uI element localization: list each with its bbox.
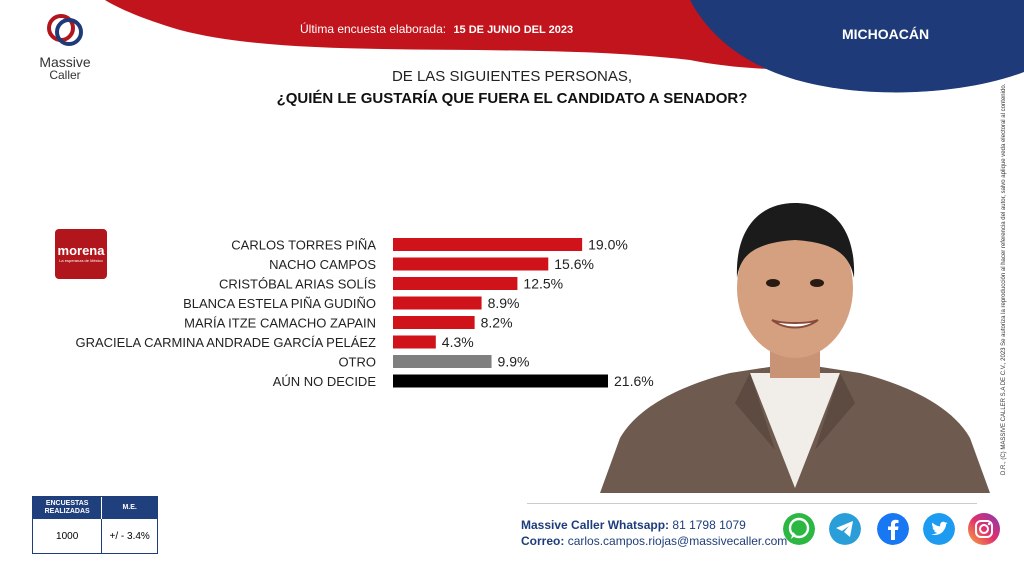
category-label: NACHO CAMPOS — [269, 257, 376, 272]
value-label: 12.5% — [523, 276, 563, 292]
candidate-photo — [600, 203, 990, 493]
value-label: 8.9% — [488, 295, 520, 311]
value-label: 15.6% — [554, 256, 594, 272]
bar — [393, 238, 583, 251]
facebook-icon[interactable] — [877, 513, 909, 545]
category-label: MARÍA ITZE CAMACHO ZAPAIN — [184, 316, 376, 331]
category-label: CARLOS TORRES PIÑA — [231, 238, 376, 253]
last-survey-label: Última encuesta elaborada: — [300, 22, 447, 36]
morena-tagline: La esperanza de México — [59, 258, 103, 263]
email-address[interactable]: carlos.campos.riojas@massivecaller.com — [567, 534, 788, 548]
contact-divider — [527, 503, 977, 504]
massive-caller-logo: Massive Caller — [30, 12, 100, 81]
value-label: 19.0% — [588, 237, 628, 253]
brand-line2: Caller — [49, 68, 81, 82]
bar — [393, 355, 492, 368]
bar — [393, 335, 436, 349]
bar — [393, 374, 608, 388]
email-label: Correo: — [521, 534, 565, 548]
twitter-icon[interactable] — [923, 513, 955, 545]
logo-icon — [47, 14, 83, 46]
category-label: BLANCA ESTELA PIÑA GUDIÑO — [183, 296, 376, 311]
whatsapp-icon[interactable] — [783, 513, 815, 545]
header-banner — [105, 0, 1024, 93]
value-label: 8.2% — [481, 315, 513, 331]
legal-notice: D.R., (C) MASSIVE CALLER S.A DE C.V., 20… — [994, 83, 1007, 478]
bar — [393, 296, 482, 310]
category-label: CRISTÓBAL ARIAS SOLÍS — [219, 277, 376, 292]
value-label: 9.9% — [498, 354, 530, 370]
whatsapp-label: Massive Caller Whatsapp: — [521, 518, 670, 532]
question-line2: ¿QUIÉN LE GUSTARÍA QUE FUERA EL CANDIDAT… — [276, 90, 748, 107]
bar — [393, 277, 518, 290]
bar — [393, 316, 475, 329]
whatsapp-contact: Massive Caller Whatsapp: 81 1798 1079 — [521, 518, 746, 532]
whatsapp-number[interactable]: 81 1798 1079 — [672, 518, 746, 532]
telegram-icon[interactable] — [829, 513, 861, 545]
margin-error-header: M.E. — [122, 504, 137, 511]
brand-line1: Massive — [39, 54, 91, 70]
question-line1: DE LAS SIGUIENTES PERSONAS, — [391, 68, 633, 85]
surveys-header: ENCUESTAS REALIZADAS — [33, 497, 103, 519]
margin-error-value: +/ - 3.4% — [109, 530, 150, 542]
morena-logo: morena La esperanza de México — [55, 229, 107, 279]
region-title: MICHOACÁN — [842, 26, 930, 42]
value-label: 21.6% — [614, 373, 654, 389]
morena-name: morena — [57, 243, 105, 258]
email-contact: Correo: carlos.campos.riojas@massivecall… — [521, 534, 787, 548]
surveys-value: 1000 — [33, 519, 103, 553]
instagram-icon[interactable] — [968, 513, 1000, 545]
last-survey: Última encuesta elaborada: 15 DE JUNIO D… — [300, 22, 573, 36]
category-label: GRACIELA CARMINA ANDRADE GARCÍA PELÁEZ — [75, 335, 376, 350]
value-label: 4.3% — [442, 334, 474, 350]
stats-table: ENCUESTAS REALIZADAS M.E. 1000 +/ - 3.4% — [32, 496, 158, 554]
last-survey-date: 15 DE JUNIO DEL 2023 — [453, 24, 574, 36]
legal-text: D.R., (C) MASSIVE CALLER S.A DE C.V., 20… — [1001, 83, 1007, 475]
category-label: OTRO — [338, 355, 376, 370]
category-label: AÚN NO DECIDE — [273, 374, 377, 389]
bar — [393, 257, 549, 271]
bar-chart: CARLOS TORRES PIÑA 19.0% NACHO CAMPOS 15.6%… — [75, 237, 654, 390]
